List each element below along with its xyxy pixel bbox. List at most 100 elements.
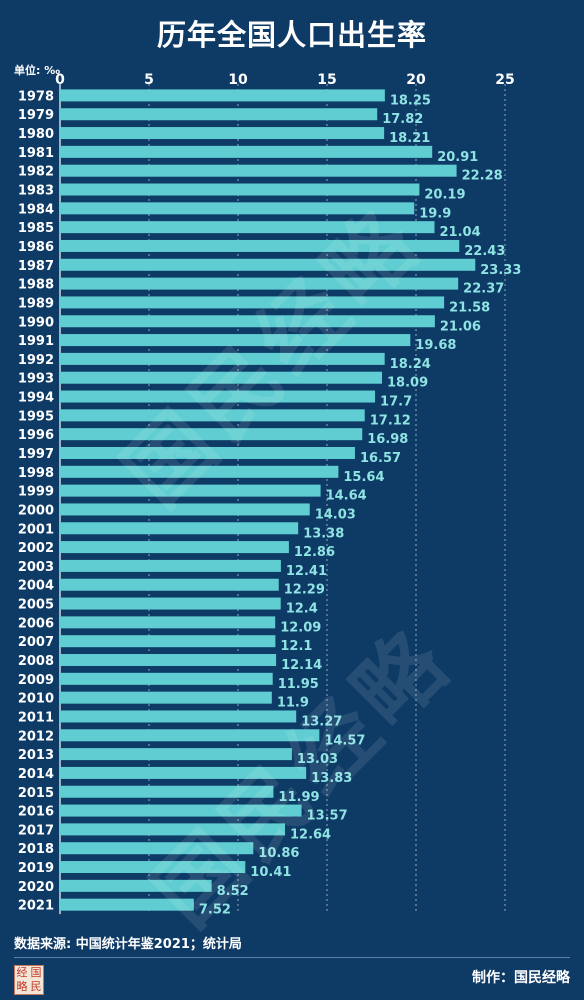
bar — [60, 258, 476, 271]
bar — [60, 202, 415, 215]
value-label: 21.58 — [449, 300, 490, 315]
value-label: 22.28 — [462, 169, 503, 184]
bar — [60, 183, 420, 196]
credit-text: 制作：国民经略 — [472, 970, 570, 986]
category-label: 1996 — [18, 428, 54, 443]
value-label: 18.25 — [390, 93, 431, 108]
category-label: 2001 — [18, 522, 54, 537]
category-label: 2003 — [18, 560, 54, 575]
bar — [60, 334, 411, 347]
logo-char: 民 — [30, 980, 42, 993]
category-label: 2014 — [18, 767, 54, 782]
category-label: 1991 — [18, 334, 54, 349]
category-label: 1989 — [18, 296, 54, 311]
value-label: 14.57 — [324, 733, 365, 748]
value-label: 13.38 — [303, 526, 344, 541]
bar — [60, 597, 281, 610]
category-label: 2009 — [18, 673, 54, 688]
category-label: 1993 — [18, 372, 54, 387]
bar — [60, 145, 433, 158]
bar — [60, 446, 355, 459]
category-label: 1980 — [18, 127, 54, 142]
bar — [60, 127, 385, 140]
footer-divider — [14, 957, 570, 958]
category-label: 2000 — [18, 503, 54, 518]
bar — [60, 879, 212, 892]
value-label: 17.12 — [370, 413, 411, 428]
data-source: 数据来源: 中国统计年鉴2021；统计局 — [14, 937, 242, 952]
category-label: 1987 — [18, 259, 54, 274]
value-label: 14.64 — [326, 489, 367, 504]
value-label: 13.57 — [307, 809, 348, 824]
value-label: 10.86 — [258, 846, 299, 861]
value-label: 16.57 — [360, 451, 401, 466]
value-label: 18.09 — [387, 376, 428, 391]
category-label: 1992 — [18, 353, 54, 368]
category-label: 2007 — [18, 635, 54, 650]
x-tick-label: 15 — [317, 72, 336, 88]
category-label: 2015 — [18, 786, 54, 801]
bar — [60, 315, 435, 328]
category-label: 2011 — [18, 710, 54, 725]
value-label: 11.99 — [278, 790, 319, 805]
x-tick-label: 20 — [406, 72, 426, 88]
bar — [60, 428, 363, 441]
value-label: 18.24 — [390, 357, 431, 372]
bar — [60, 861, 246, 874]
category-label: 1981 — [18, 146, 54, 161]
bar — [60, 842, 254, 855]
bar — [60, 616, 276, 629]
bar — [60, 239, 460, 252]
value-label: 13.83 — [311, 771, 352, 786]
bar — [60, 766, 307, 779]
bar — [60, 465, 339, 478]
x-tick-label: 5 — [144, 72, 154, 88]
bar — [60, 654, 277, 667]
bar — [60, 484, 321, 497]
category-label: 2010 — [18, 692, 54, 707]
category-label: 2002 — [18, 541, 54, 556]
chart-title: 历年全国人口出生率 — [156, 18, 427, 52]
category-label: 2021 — [18, 899, 54, 914]
category-label: 2004 — [18, 579, 54, 594]
value-label: 10.41 — [250, 865, 291, 880]
category-label: 1982 — [18, 165, 54, 180]
bar — [60, 898, 194, 911]
category-label: 1979 — [18, 108, 54, 123]
logo-char: 略 — [16, 980, 28, 993]
value-label: 11.9 — [277, 696, 309, 711]
bar — [60, 691, 272, 704]
value-label: 12.14 — [281, 658, 322, 673]
value-label: 19.9 — [419, 206, 451, 221]
bar — [60, 277, 459, 290]
x-tick-label: 25 — [495, 72, 514, 88]
value-label: 13.27 — [301, 714, 342, 729]
category-label: 1994 — [18, 391, 54, 406]
category-label: 2018 — [18, 842, 54, 857]
bar — [60, 635, 276, 648]
bar — [60, 672, 273, 685]
category-label: 1988 — [18, 278, 54, 293]
bar — [60, 804, 302, 817]
value-label: 22.43 — [464, 244, 505, 259]
category-label: 1997 — [18, 447, 54, 462]
category-label: 1990 — [18, 315, 54, 330]
category-label: 1998 — [18, 466, 54, 481]
bar — [60, 578, 279, 591]
bar — [60, 390, 376, 403]
value-label: 19.68 — [415, 338, 456, 353]
value-label: 17.82 — [382, 112, 423, 127]
value-label: 12.64 — [290, 827, 331, 842]
category-label: 2006 — [18, 616, 54, 631]
logo-char: 国 — [30, 966, 42, 979]
value-label: 18.21 — [389, 131, 430, 146]
x-tick-label: 0 — [55, 72, 65, 88]
value-label: 15.64 — [343, 470, 384, 485]
category-label: 2019 — [18, 861, 54, 876]
value-label: 13.03 — [297, 752, 338, 767]
bar — [60, 409, 365, 422]
category-label: 2008 — [18, 654, 54, 669]
bar — [60, 296, 445, 309]
bar — [60, 785, 274, 798]
category-label: 1986 — [18, 240, 54, 255]
